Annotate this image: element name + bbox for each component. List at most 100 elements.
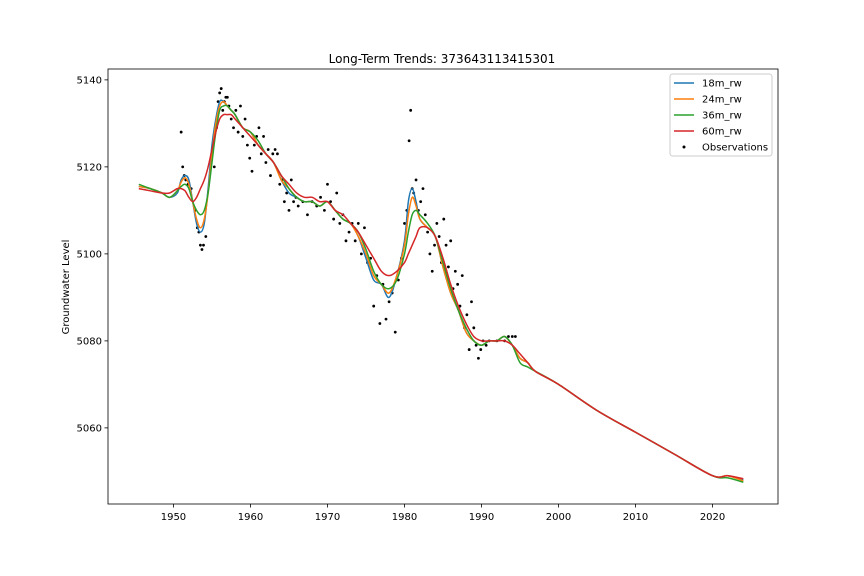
legend-label: 36m_rw (702, 111, 742, 122)
observation-point (225, 95, 229, 99)
observation-point (446, 265, 450, 269)
observation-point (479, 348, 483, 351)
series-line-36m-rw (138, 104, 744, 483)
observation-point (276, 152, 279, 156)
observation-point (204, 235, 208, 238)
observation-point (474, 343, 478, 347)
observation-point (269, 174, 272, 177)
observation-point (513, 335, 517, 338)
x-tick-label: 2010 (623, 512, 648, 523)
observation-point (252, 143, 256, 147)
observation-point (353, 239, 357, 243)
observation-point (219, 87, 223, 90)
observation-point (282, 200, 286, 204)
axes-frame (107, 68, 779, 505)
observation-point (465, 313, 469, 317)
observation-point (319, 195, 322, 199)
observation-point (338, 222, 342, 225)
observation-point (423, 213, 427, 217)
observation-point (426, 230, 429, 234)
observation-point (444, 243, 448, 247)
observation-point (359, 252, 363, 256)
observation-point (372, 304, 376, 308)
y-tick-label: 5120 (77, 162, 102, 173)
x-tick-label: 1970 (315, 512, 340, 523)
observation-point (266, 148, 270, 151)
observation-point (329, 200, 332, 204)
series-line-60m-rw (138, 113, 744, 480)
observation-point (239, 104, 242, 108)
observation-point (200, 248, 204, 251)
y-tick-label: 5100 (77, 249, 102, 260)
observation-point (234, 108, 238, 112)
y-tick-label: 5140 (77, 75, 102, 86)
observation-point (229, 117, 233, 121)
y-axis-label: Groundwater Level (61, 240, 72, 335)
observation-point (248, 156, 252, 160)
observation-point (347, 230, 351, 234)
observation-point (278, 182, 282, 186)
legend-label: Observations (702, 143, 768, 154)
observation-point (271, 152, 275, 156)
observation-point (433, 243, 436, 247)
observation-point (202, 243, 205, 247)
observation-point (273, 148, 277, 151)
observation-point (241, 135, 245, 138)
legend-label: 60m_rw (702, 127, 742, 138)
observation-point (456, 282, 460, 286)
observation-point (262, 135, 265, 138)
observation-point (344, 239, 348, 243)
observation-point (430, 269, 434, 273)
x-tick-label: 1980 (392, 512, 417, 523)
x-tick-label: 2000 (546, 512, 571, 523)
observation-point (332, 217, 336, 221)
observation-point (384, 317, 388, 321)
observation-point (296, 204, 300, 208)
legend-label: 18m_rw (702, 79, 742, 90)
observation-point (181, 165, 185, 169)
observation-point (243, 117, 247, 121)
legend-marker-observations (682, 145, 686, 149)
observation-point (323, 208, 326, 212)
observation-point (179, 130, 183, 134)
observation-point (378, 322, 382, 325)
observation-point (449, 239, 453, 243)
observation-point (421, 187, 425, 191)
observation-point (409, 108, 413, 112)
observation-point (264, 161, 268, 164)
observation-point (393, 330, 397, 334)
observation-point (257, 126, 261, 130)
x-tick-label: 2020 (700, 512, 725, 523)
observation-point (470, 300, 473, 304)
observation-point (477, 356, 480, 360)
observation-point (435, 222, 439, 225)
observation-point (245, 143, 249, 147)
x-tick-label: 1960 (238, 512, 263, 523)
observation-point (236, 130, 240, 134)
observation-point (326, 182, 329, 186)
observation-point (289, 178, 293, 182)
observation-point (221, 108, 225, 112)
observation-point (259, 152, 263, 156)
legend-box (669, 73, 773, 157)
observation-point (453, 269, 457, 273)
observation-point (437, 235, 441, 238)
observation-point (212, 165, 216, 169)
observation-point (363, 226, 366, 230)
chart-title: Long-Term Trends: 373643113415301 (329, 52, 556, 66)
observation-point (199, 243, 202, 247)
observation-point (484, 343, 488, 347)
legend-label: 24m_rw (702, 95, 742, 106)
observation-point (472, 326, 476, 330)
observation-point (507, 335, 510, 338)
y-tick-label: 5060 (77, 423, 102, 434)
observation-point (428, 252, 432, 256)
observation-point (442, 217, 446, 221)
observation-point (250, 169, 254, 173)
observation-point (460, 274, 464, 278)
observation-point (218, 91, 222, 95)
axis-ticks: 1950 1960 1970 1980 1990 2000 2010 2020 5060 5080… (77, 75, 726, 523)
observation-point (403, 222, 406, 225)
plot-area (138, 87, 744, 483)
